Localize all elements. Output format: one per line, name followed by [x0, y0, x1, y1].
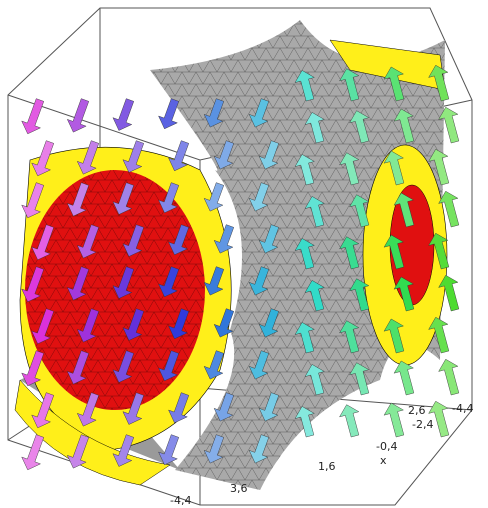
- arrow: [337, 402, 365, 439]
- arrow: [18, 97, 49, 138]
- tick-label: 2,6: [408, 404, 426, 417]
- tick-label: -4,4: [452, 402, 473, 415]
- tick-label: 1,6: [318, 460, 336, 473]
- arrow: [436, 357, 465, 397]
- tick-label: -2,4: [412, 418, 433, 431]
- arrow: [110, 97, 140, 134]
- tick-label: -0,4: [376, 440, 397, 453]
- arrow: [64, 97, 94, 136]
- tick-label: 3,6: [230, 482, 248, 495]
- arrow: [381, 400, 409, 438]
- tick-label: -4,4: [170, 494, 191, 507]
- axis-title: x: [380, 454, 387, 467]
- plot-3d: -4,4 2,6 -2,4 -0,4 x 1,6 3,6 -4,4: [0, 0, 488, 508]
- arrow: [391, 358, 419, 396]
